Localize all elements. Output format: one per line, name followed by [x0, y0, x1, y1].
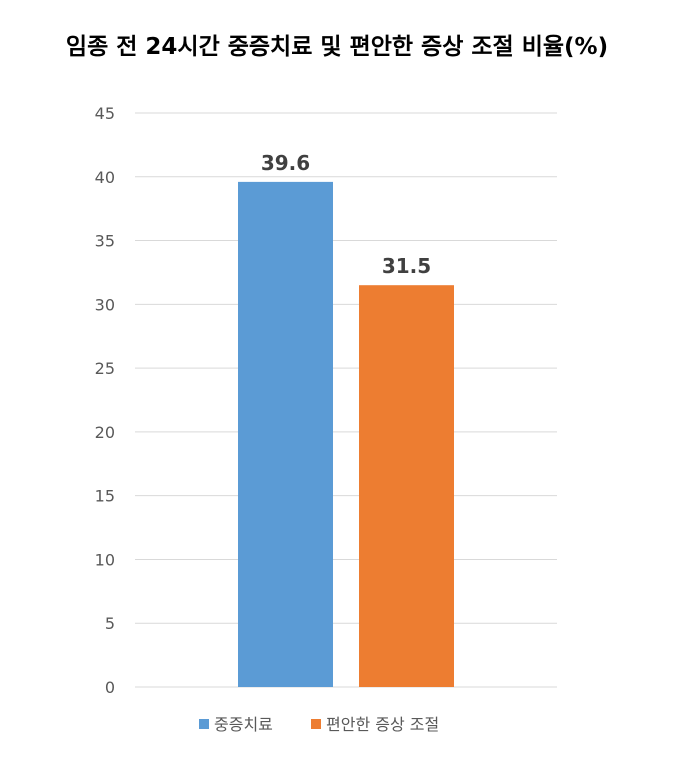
data-labels: 39.6 31.5	[261, 151, 431, 278]
bar-1	[238, 181, 333, 687]
data-label-2: 31.5	[382, 254, 431, 278]
y-tick-label: 10	[95, 550, 115, 569]
legend-swatch-2	[311, 719, 321, 729]
y-tick-label: 5	[105, 614, 115, 633]
data-label-1: 39.6	[261, 151, 310, 175]
legend-swatch-1	[199, 719, 209, 729]
y-tick-label: 40	[95, 168, 115, 187]
bars	[238, 181, 454, 687]
y-axis-ticks: 0 5 10 15 20 25 30 35 40 45	[95, 104, 115, 697]
y-tick-label: 30	[95, 295, 115, 314]
legend-label-2: 편안한 증상 조절	[326, 715, 439, 734]
y-tick-label: 35	[95, 232, 115, 251]
bar-2	[359, 285, 454, 687]
gridlines	[135, 112, 557, 688]
y-tick-label: 0	[105, 678, 115, 697]
legend-label-1: 중증치료	[214, 715, 273, 734]
y-tick-label: 20	[95, 423, 115, 442]
y-tick-label: 15	[95, 487, 115, 506]
chart-title: 임종 전 24시간 중증치료 및 편안한 증상 조절 비율(%)	[66, 34, 608, 60]
y-tick-label: 45	[95, 104, 115, 123]
y-tick-label: 25	[95, 359, 115, 378]
legend: 중증치료 편안한 증상 조절	[199, 715, 439, 734]
